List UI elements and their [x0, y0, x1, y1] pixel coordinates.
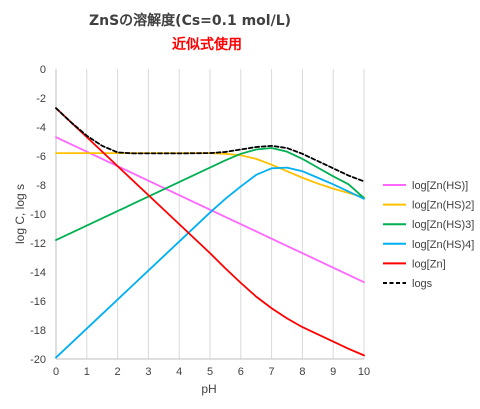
series-line-6	[55, 107, 365, 183]
x-tick-label: 3	[145, 366, 151, 378]
y-tick-label: -6	[36, 151, 46, 163]
axes	[55, 69, 364, 360]
y-tick-label: -18	[30, 325, 46, 337]
series-line-1	[55, 136, 365, 284]
x-tick-label: 5	[207, 366, 213, 378]
legend-label-2: log[Zn(HS)2]	[412, 200, 474, 212]
x-tick-label: 1	[84, 366, 90, 378]
y-tick-label: -20	[30, 354, 46, 366]
series-line-4	[55, 166, 365, 359]
y-tick-label: -2	[36, 93, 46, 105]
legend-label-4: log[Zn(HS)4]	[412, 239, 474, 251]
chart-subtitle: 近似式使用	[172, 36, 242, 53]
grid	[86, 69, 365, 359]
legend-label-1: log[Zn(HS)]	[412, 180, 468, 192]
x-tick-label: 4	[176, 366, 182, 378]
tick-labels: 0 1 2 3 4 5 6 7 8 9 10 0 -2 -4 -6 -8 -10 -12 -14 -16 -18 -20	[30, 64, 370, 378]
series-line-5	[55, 107, 365, 357]
legend-label-3: log[Zn(HS)3]	[412, 219, 474, 231]
y-tick-label: -4	[36, 122, 46, 134]
y-axis-label: log C, log s	[13, 184, 27, 244]
chart-title: ZnSの溶解度(Cs=0.1 mol/L)	[89, 12, 291, 29]
x-tick-label: 9	[330, 366, 336, 378]
x-tick-label: 7	[269, 366, 275, 378]
x-tick-label: 0	[53, 366, 59, 378]
x-axis-label: pH	[201, 382, 216, 396]
x-tick-label: 8	[299, 366, 305, 378]
legend: log[Zn(HS)] log[Zn(HS)2] log[Zn(HS)3] log[Z…	[383, 180, 474, 290]
series-group	[55, 107, 365, 359]
legend-label-6: logs	[412, 278, 433, 290]
x-tick-label: 6	[238, 366, 244, 378]
x-tick-label: 2	[115, 366, 121, 378]
series-line-3	[55, 147, 365, 242]
y-tick-label: -16	[30, 296, 46, 308]
y-tick-label: 0	[40, 64, 46, 76]
legend-label-5: log[Zn]	[412, 258, 446, 270]
y-tick-label: -12	[30, 238, 46, 250]
y-tick-label: -14	[30, 267, 46, 279]
y-tick-label: -8	[36, 180, 46, 192]
y-tick-label: -10	[30, 209, 46, 221]
x-tick-label: 10	[358, 366, 370, 378]
